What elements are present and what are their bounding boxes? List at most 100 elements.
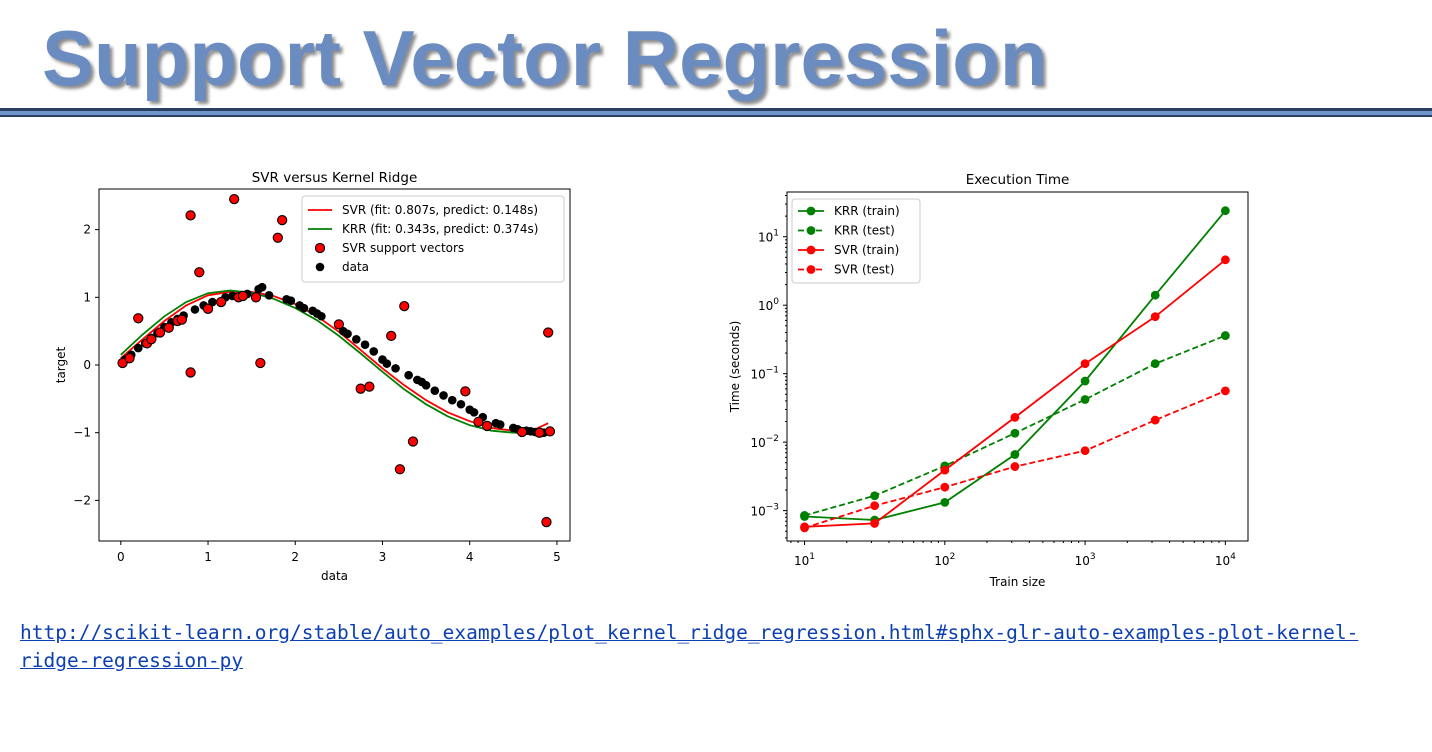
- y-tick-label: 10−2: [750, 434, 779, 450]
- data-point: [391, 364, 400, 373]
- legend-marker-swatch: [806, 245, 816, 255]
- x-tick-label: 102: [934, 552, 955, 568]
- y-tick-label-base: 10: [750, 368, 765, 382]
- series-point-3: [1080, 446, 1090, 456]
- x-tick-label: 103: [1075, 552, 1096, 568]
- series-point-3: [1010, 462, 1020, 471]
- series-point-0: [940, 497, 950, 507]
- series-point-2: [1080, 359, 1090, 369]
- support-vector-point: [185, 367, 196, 378]
- legend-marker-swatch: [806, 265, 816, 274]
- support-vector-point: [185, 210, 196, 221]
- data-point: [456, 399, 466, 409]
- series-point-3: [940, 482, 950, 492]
- support-vector-point: [355, 383, 366, 394]
- source-link[interactable]: http://scikit-learn.org/stable/auto_exam…: [20, 619, 1420, 675]
- support-vector-point: [399, 300, 410, 312]
- y-tick-label: 1: [83, 290, 91, 304]
- support-vector-point: [481, 420, 493, 432]
- support-vector-point: [124, 353, 135, 364]
- support-vector-point: [394, 464, 406, 475]
- source-link-line-1: http://scikit-learn.org/stable/auto_exam…: [20, 621, 1359, 644]
- series-point-3: [1220, 386, 1230, 396]
- support-vector-point: [237, 290, 249, 302]
- support-vector-point: [146, 334, 157, 345]
- support-vector-point: [364, 381, 375, 392]
- support-vector-point: [194, 267, 205, 278]
- legend-entry-label: SVR (train): [834, 243, 899, 257]
- series-point-0: [1150, 290, 1160, 300]
- support-vector-point: [154, 327, 166, 338]
- support-vector-point: [473, 416, 484, 428]
- legend-entry-label: data: [342, 260, 369, 274]
- legend-marker-swatch: [314, 242, 326, 254]
- legend-entry-label: KRR (fit: 0.343s, predict: 0.374s): [342, 222, 538, 236]
- y-tick-label: 100: [758, 297, 779, 313]
- data-point: [430, 386, 440, 396]
- support-vector-point: [541, 516, 552, 528]
- series-point-2: [870, 519, 880, 528]
- x-tick-label-exp: 4: [1230, 552, 1236, 562]
- support-vector-point: [534, 427, 545, 438]
- series-point-3: [800, 523, 809, 533]
- data-point: [190, 305, 200, 314]
- x-tick-label-base: 10: [794, 554, 809, 568]
- support-vector-point: [117, 357, 128, 369]
- y-tick-label-exp: −1: [766, 366, 779, 376]
- legend-entry-label: KRR (train): [834, 204, 900, 218]
- title-rule-top: [0, 108, 1432, 111]
- support-vector-point: [277, 214, 288, 226]
- slide-title: Support Vector Regression: [42, 14, 1048, 102]
- time-x-axis-label: Train size: [989, 575, 1046, 589]
- y-tick-label-exp: 0: [773, 297, 779, 307]
- y-tick-label: 2: [83, 223, 91, 237]
- x-tick-label-exp: 3: [1090, 552, 1096, 562]
- series-point-3: [1150, 415, 1160, 425]
- y-tick-label-exp: −2: [766, 434, 779, 444]
- support-vector-point: [250, 292, 262, 303]
- y-tick-label: 10−1: [750, 366, 779, 382]
- series-point-2: [1010, 412, 1020, 422]
- y-tick-label-base: 10: [750, 436, 765, 450]
- data-point: [447, 395, 457, 405]
- support-vector-point: [333, 319, 345, 330]
- legend-entry-label: KRR (test): [834, 224, 895, 238]
- time-legend-box: [791, 198, 921, 284]
- x-tick-label: 3: [379, 550, 387, 564]
- data-point: [264, 290, 274, 300]
- x-tick-label: 0: [117, 550, 125, 564]
- legend-marker-swatch: [806, 226, 816, 235]
- x-tick-label: 4: [466, 550, 474, 564]
- data-point: [439, 391, 448, 400]
- svr-x-axis-label: data: [321, 569, 348, 583]
- series-line-2: [804, 259, 1226, 528]
- svr-chart: 0 1 2 3 4 5 −2 −1 0 1 2 SVR versus Kernel Ridge data…: [54, 170, 571, 583]
- x-tick-label: 101: [794, 552, 815, 568]
- support-vector-point: [163, 322, 174, 333]
- time-chart: Execution Time Train size Time (seconds) KR…: [728, 172, 1249, 589]
- data-point: [352, 334, 361, 344]
- data-point: [360, 340, 370, 349]
- y-tick-label-base: 10: [758, 299, 773, 313]
- series-point-0: [1080, 376, 1090, 386]
- support-vector-point: [133, 313, 144, 324]
- y-tick-label: 0: [83, 358, 91, 372]
- series-point-0: [1220, 206, 1230, 216]
- x-tick-label-exp: 1: [809, 552, 815, 562]
- title-rule-bottom: [0, 115, 1432, 117]
- x-tick-label-base: 10: [1075, 554, 1090, 568]
- x-tick-label: 5: [553, 550, 561, 564]
- series-point-0: [1010, 450, 1020, 459]
- series-point-1: [1010, 428, 1020, 438]
- x-tick-label: 1: [204, 550, 212, 564]
- data-point: [495, 420, 505, 429]
- series-point-1: [800, 511, 809, 520]
- x-tick-label-base: 10: [934, 554, 949, 568]
- support-vector-point: [544, 426, 556, 437]
- series-point-2: [940, 465, 950, 475]
- svr-legend-box: [301, 195, 565, 283]
- legend-marker-swatch: [806, 206, 816, 216]
- svr-y-axis-label: target: [54, 346, 68, 383]
- data-point: [343, 329, 352, 339]
